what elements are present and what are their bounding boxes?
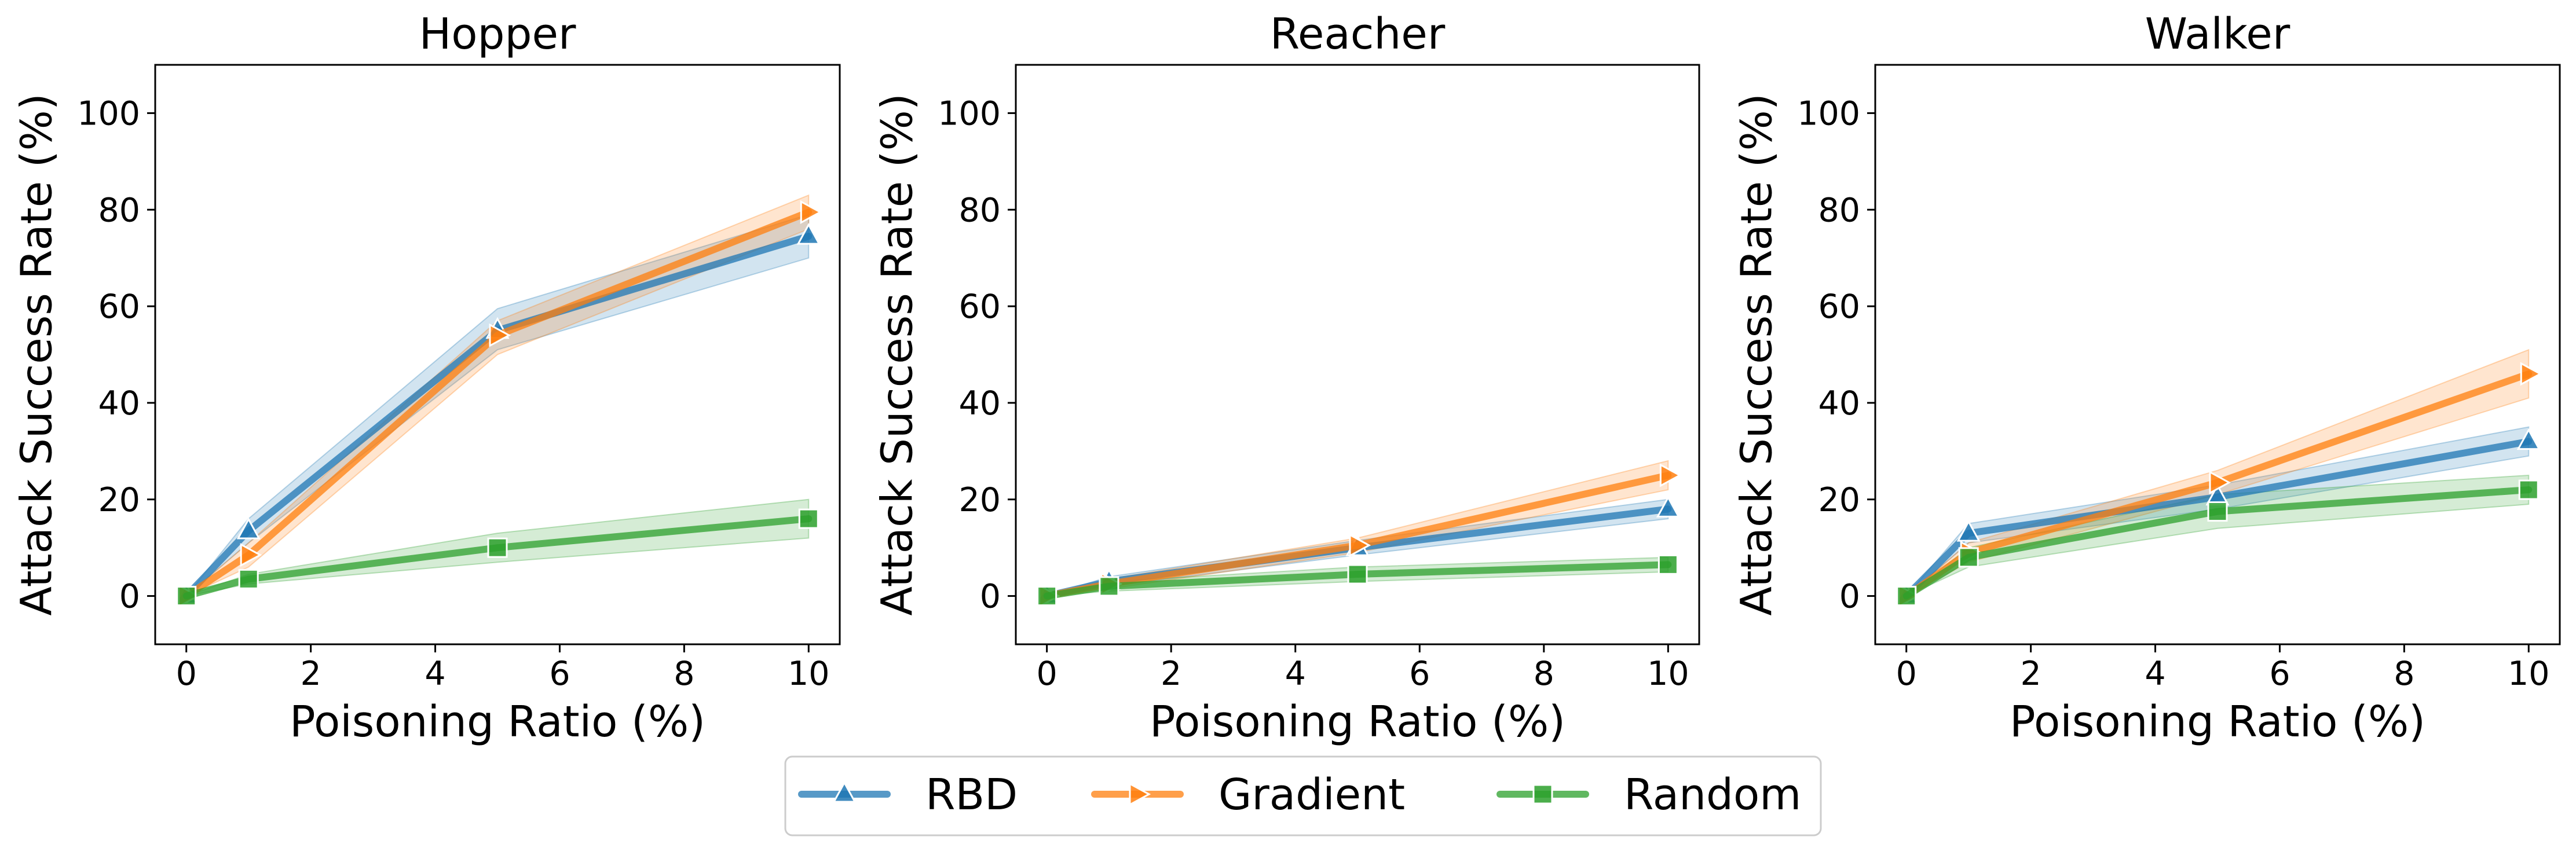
point-rbd-3: [796, 222, 821, 245]
y-tick-label-0: 0: [1839, 578, 1860, 616]
chart-title: Hopper: [419, 9, 576, 59]
legend-marker-random: [1532, 784, 1553, 805]
y-axis-label: Attack Success Rate (%): [12, 93, 62, 615]
y-tick-label-0: 0: [119, 578, 140, 616]
y-tick-label-1: 20: [958, 481, 1001, 519]
x-tick-label-5: 10: [1647, 655, 1689, 693]
point-random-2: [487, 537, 508, 558]
legend-frame: [784, 755, 1822, 836]
legend: RBD Gradient Random: [784, 755, 1822, 836]
point-random-1: [238, 568, 259, 589]
point-rbd-1: [1956, 520, 1981, 542]
y-tick-label-0: 0: [980, 578, 1001, 616]
series-line-gradient: [182, 208, 813, 600]
point-random-3: [798, 508, 819, 529]
x-tick-label-3: 6: [1409, 655, 1430, 693]
y-tick-label-1: 20: [98, 481, 140, 519]
axes-frame: [1874, 64, 2561, 645]
y-tick-label-5: 100: [1797, 94, 1860, 133]
x-tick-label-4: 8: [2394, 655, 2414, 693]
series-line-rbd: [182, 233, 813, 600]
legend-marker-gradient: [1129, 782, 1151, 806]
legend-label-gradient: Gradient: [1219, 770, 1405, 820]
point-rbd-3: [2516, 428, 2541, 450]
y-axis-label: Attack Success Rate (%): [1732, 93, 1782, 615]
y-tick-label-3: 60: [1818, 288, 1860, 326]
legend-item-rbd: RBD: [798, 770, 1018, 820]
point-gradient-1: [240, 543, 262, 567]
x-axis-label: Poisoning Ratio (%): [1150, 697, 1565, 747]
chart-title: Reacher: [1270, 9, 1446, 59]
x-tick-label-5: 10: [2508, 655, 2550, 693]
x-tick-label-3: 6: [2269, 655, 2290, 693]
point-random-0: [1037, 586, 1058, 607]
point-gradient-3: [2520, 362, 2542, 386]
point-random-3: [1657, 554, 1678, 575]
point-random-1: [1958, 547, 1979, 568]
y-tick-label-5: 100: [938, 94, 1001, 133]
x-tick-label-4: 8: [674, 655, 694, 693]
x-tick-label-0: 0: [1037, 655, 1058, 693]
x-tick-label-1: 2: [301, 655, 321, 693]
x-tick-label-0: 0: [1896, 655, 1917, 693]
chart-title: Walker: [2145, 9, 2290, 59]
x-tick-label-1: 2: [2021, 655, 2041, 693]
legend-marker-rbd: [832, 780, 857, 803]
y-tick-label-1: 20: [1818, 481, 1860, 519]
y-tick-label-4: 80: [98, 191, 140, 229]
x-tick-label-3: 6: [549, 655, 570, 693]
point-gradient-3: [1659, 463, 1682, 487]
y-tick-label-5: 100: [77, 94, 140, 133]
legend-label-random: Random: [1624, 770, 1801, 820]
x-tick-label-5: 10: [788, 655, 830, 693]
x-tick-label-2: 4: [1285, 655, 1306, 693]
x-tick-label-2: 4: [2145, 655, 2165, 693]
y-tick-label-4: 80: [1818, 191, 1860, 229]
point-random-1: [1099, 576, 1119, 597]
axes-frame: [1015, 64, 1700, 645]
series-line-random: [182, 515, 813, 600]
point-random-3: [2518, 479, 2539, 500]
point-rbd-3: [1656, 496, 1680, 518]
point-rbd-1: [236, 517, 261, 540]
axes-frame: [154, 64, 841, 645]
point-random-0: [176, 586, 197, 607]
x-tick-label-4: 8: [1534, 655, 1554, 693]
y-tick-label-2: 40: [1818, 384, 1860, 423]
point-gradient-2: [2209, 471, 2231, 495]
x-tick-label-0: 0: [176, 655, 197, 693]
point-gradient-3: [800, 200, 822, 224]
point-random-0: [1896, 586, 1917, 607]
point-random-2: [2207, 501, 2228, 522]
series-line-random: [1902, 486, 2533, 600]
point-gradient-2: [1349, 533, 1371, 557]
series-line-random: [1043, 561, 1672, 600]
y-axis-label: Attack Success Rate (%): [873, 93, 923, 615]
point-random-2: [1347, 564, 1368, 585]
y-tick-label-2: 40: [958, 384, 1001, 423]
y-tick-label-3: 60: [98, 288, 140, 326]
y-tick-label-2: 40: [98, 384, 140, 423]
legend-item-gradient: Gradient: [1091, 770, 1405, 820]
x-axis-label: Poisoning Ratio (%): [290, 697, 705, 747]
legend-item-random: Random: [1496, 770, 1801, 820]
legend-label-rbd: RBD: [925, 770, 1018, 820]
x-tick-label-2: 4: [425, 655, 445, 693]
x-tick-label-1: 2: [1161, 655, 1181, 693]
y-tick-label-4: 80: [958, 191, 1001, 229]
x-axis-label: Poisoning Ratio (%): [2010, 697, 2425, 747]
point-gradient-2: [489, 323, 511, 347]
y-tick-label-3: 60: [958, 288, 1001, 326]
